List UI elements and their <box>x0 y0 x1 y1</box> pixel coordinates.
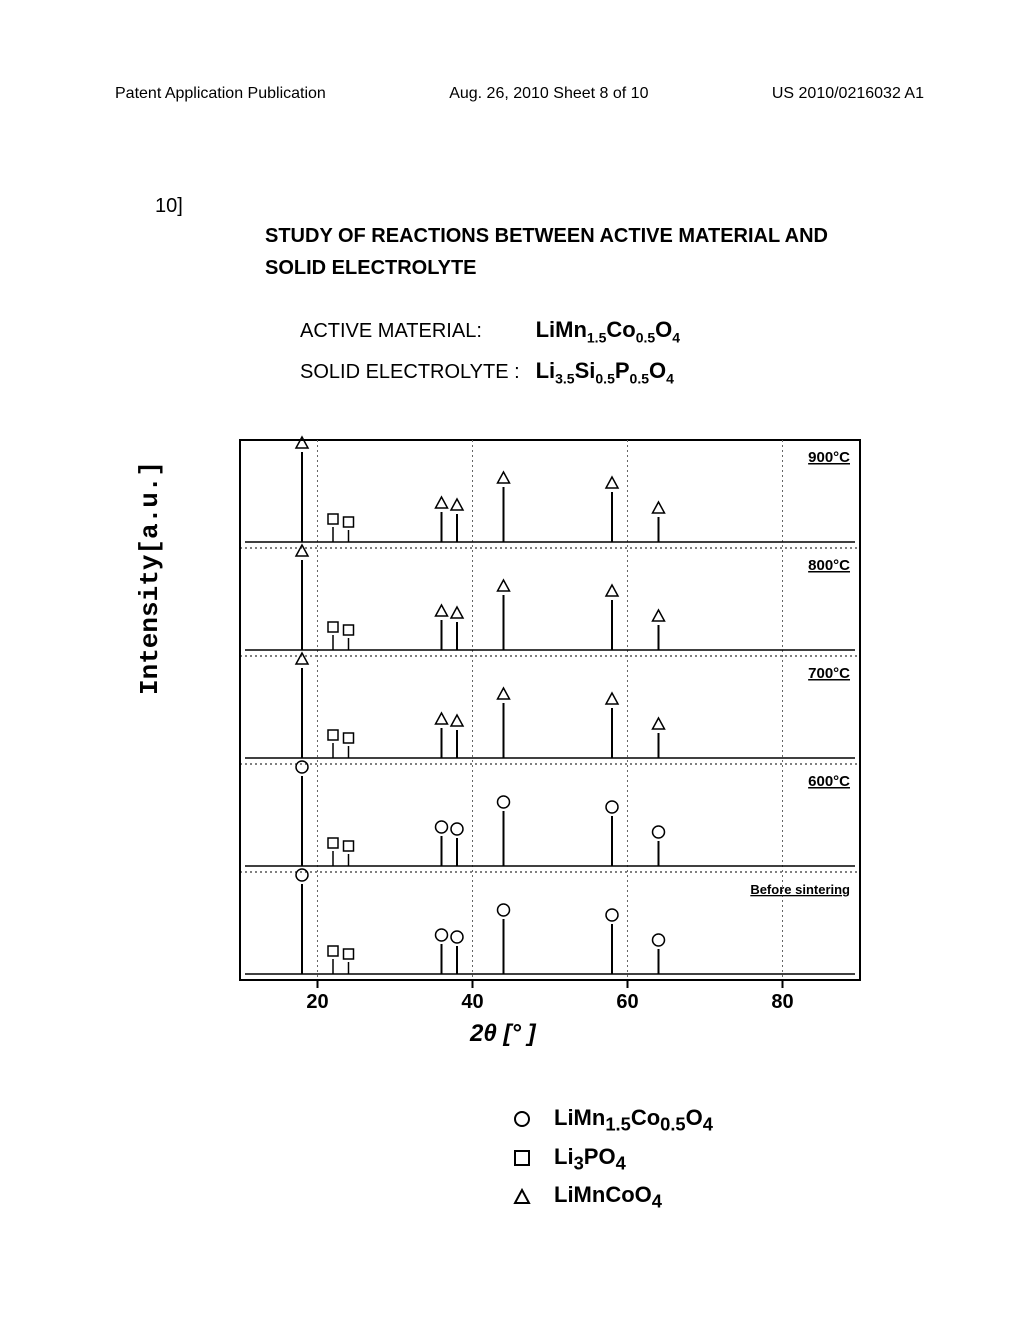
chart-svg: 20 40 60 80 900°C 800°C 700°C 600°C Before sinte… <box>200 430 880 1010</box>
legend-item-square: Li3PO4 <box>510 1139 713 1178</box>
svg-text:Before sintering: Before sintering <box>750 882 850 897</box>
circle-icon <box>510 1107 534 1131</box>
figure-label: 10] <box>155 195 183 218</box>
solid-electrolyte-label: SOLID ELECTROLYTE : <box>300 354 530 390</box>
x-axis-label: 2θ [° ] <box>470 1020 536 1048</box>
triangle-icon <box>510 1185 534 1209</box>
legend-item-circle: LiMn1.5Co0.5O4 <box>510 1100 713 1139</box>
svg-text:800°C: 800°C <box>808 557 850 574</box>
active-material-label: ACTIVE MATERIAL: <box>300 313 530 349</box>
header-right: US 2010/0216032 A1 <box>772 85 924 103</box>
figure-title: STUDY OF REACTIONS BETWEEN ACTIVE MATERI… <box>265 220 828 284</box>
square-icon <box>510 1146 534 1170</box>
y-axis-label: Intensity[a.u.] <box>135 461 165 695</box>
title-line-2: SOLID ELECTROLYTE <box>265 252 828 284</box>
active-material-formula: LiMn1.5Co0.5O4 <box>536 317 681 342</box>
legend-label-0: LiMn1.5Co0.5O4 <box>554 1100 713 1139</box>
svg-text:600°C: 600°C <box>808 773 850 790</box>
legend-label-2: LiMnCoO4 <box>554 1177 662 1216</box>
xrd-chart: 20 40 60 80 900°C 800°C 700°C 600°C Before sinte… <box>200 430 880 1010</box>
material-info: ACTIVE MATERIAL: LiMn1.5Co0.5O4 SOLID EL… <box>300 310 680 391</box>
header-center: Aug. 26, 2010 Sheet 8 of 10 <box>449 85 648 103</box>
svg-text:900°C: 900°C <box>808 449 850 466</box>
active-material-row: ACTIVE MATERIAL: LiMn1.5Co0.5O4 <box>300 310 680 351</box>
solid-electrolyte-row: SOLID ELECTROLYTE : Li3.5Si0.5P0.5O4 <box>300 351 680 392</box>
page-header: Patent Application Publication Aug. 26, … <box>115 85 924 103</box>
svg-text:700°C: 700°C <box>808 665 850 682</box>
legend-item-triangle: LiMnCoO4 <box>510 1177 713 1216</box>
header-left: Patent Application Publication <box>115 85 326 103</box>
legend-label-1: Li3PO4 <box>554 1139 626 1178</box>
svg-text:80: 80 <box>771 991 793 1010</box>
svg-text:40: 40 <box>461 991 483 1010</box>
solid-electrolyte-formula: Li3.5Si0.5P0.5O4 <box>536 358 674 383</box>
legend: LiMn1.5Co0.5O4 Li3PO4 LiMnCoO4 <box>510 1100 713 1216</box>
title-line-1: STUDY OF REACTIONS BETWEEN ACTIVE MATERI… <box>265 220 828 252</box>
svg-text:60: 60 <box>616 991 638 1010</box>
svg-text:20: 20 <box>306 991 328 1010</box>
